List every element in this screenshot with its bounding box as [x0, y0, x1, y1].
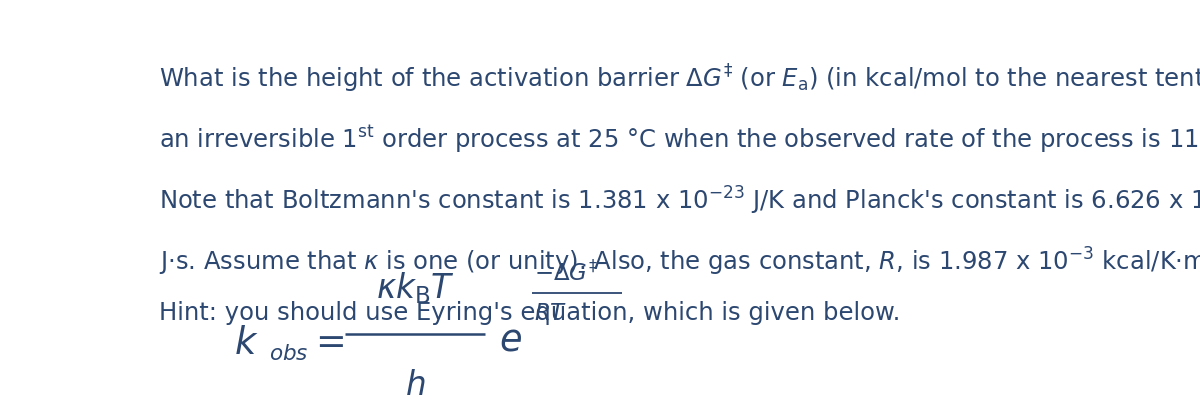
Text: J$\cdot$s. Assume that $\kappa$ is one (or unity). Also, the gas constant, $R$, : J$\cdot$s. Assume that $\kappa$ is one (…	[160, 246, 1200, 278]
Text: What is the height of the activation barrier $\Delta G^{\ddagger}$ (or $E_\mathr: What is the height of the activation bar…	[160, 63, 1200, 95]
Text: $-\Delta G^{\ddagger}$: $-\Delta G^{\ddagger}$	[534, 260, 598, 286]
Text: $RT$: $RT$	[534, 302, 568, 325]
Text: $e$: $e$	[499, 322, 522, 359]
Text: Note that Boltzmann's constant is 1.381 x 10$^{-23}$ J/K and Planck's constant i: Note that Boltzmann's constant is 1.381 …	[160, 185, 1200, 217]
Text: an irreversible 1$^\mathregular{st}$ order process at 25 °C when the observed ra: an irreversible 1$^\mathregular{st}$ ord…	[160, 124, 1200, 156]
Text: Hint: you should use Eyring's equation, which is given below.: Hint: you should use Eyring's equation, …	[160, 301, 901, 325]
Text: $obs$: $obs$	[269, 344, 308, 364]
Text: $k$: $k$	[234, 325, 258, 362]
Text: $=$: $=$	[308, 322, 344, 359]
Text: $\kappa k_\mathrm{B}T$: $\kappa k_\mathrm{B}T$	[376, 271, 455, 306]
Text: $h$: $h$	[404, 369, 425, 402]
